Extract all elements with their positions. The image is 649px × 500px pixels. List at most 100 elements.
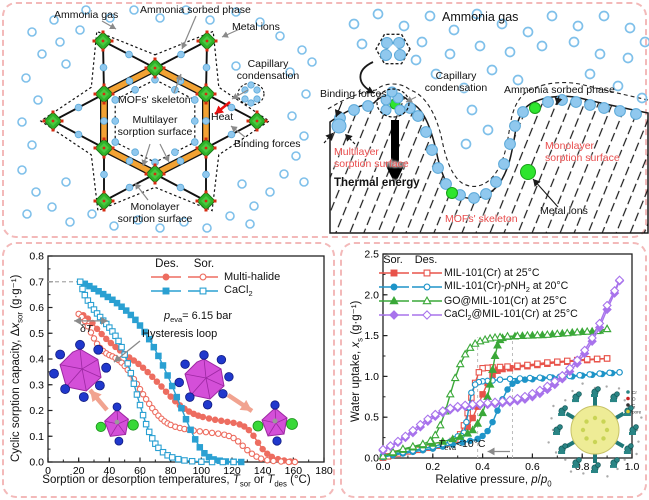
x-axis-title-right-chart: Relative pressure, p/p0 bbox=[435, 474, 552, 489]
legend-header-des: Des. bbox=[414, 254, 438, 266]
label-multilayer-left: Multilayer sorption surface bbox=[117, 114, 193, 139]
legend-sample bbox=[150, 271, 184, 283]
mechanism-diagram-svg bbox=[17, 5, 649, 234]
legend-header-sor: Sor. bbox=[383, 254, 403, 266]
legend-sample bbox=[411, 295, 442, 307]
label-skeleton-right: MOFs' skeleton bbox=[445, 213, 518, 225]
legend-sample bbox=[150, 285, 184, 297]
thermal-energy-arrow bbox=[384, 120, 406, 184]
metal-ion-node bbox=[93, 190, 115, 212]
legend-right-chart: Sor. Des. MIL-101(Cr) at 25°C MIL-101(Cr… bbox=[378, 254, 578, 322]
metal-ion-node bbox=[144, 57, 166, 79]
legend-label-go-mil101: GO@MIL-101(Cr) at 25°C bbox=[444, 295, 567, 308]
legend-sample bbox=[187, 285, 221, 297]
svg-text:0.0: 0.0 bbox=[376, 461, 391, 473]
metal-ion-dot bbox=[446, 187, 458, 199]
metal-ion-dot bbox=[529, 102, 541, 114]
legend-sample bbox=[378, 295, 409, 307]
svg-text:0.2: 0.2 bbox=[29, 405, 44, 417]
legend-label-multi-halide: Multi-halide bbox=[224, 271, 281, 283]
label-metal-ions-left: Metal ions bbox=[232, 21, 280, 33]
label-capillary-right: Capillary condensation bbox=[424, 70, 488, 95]
svg-text:O: O bbox=[632, 397, 636, 402]
legend-sample bbox=[378, 281, 409, 293]
label-ammonia-gas-left: Ammonia gas bbox=[54, 9, 119, 21]
legend-label-cacl2-mil101: CaCl2@MIL-101(Cr) at 25°C bbox=[444, 308, 578, 323]
legend-label-mil101-pnh2: MIL-101(Cr)-pNH2 at 20°C bbox=[444, 280, 569, 295]
metal-ion-dot bbox=[520, 164, 536, 180]
svg-text:0.3: 0.3 bbox=[29, 379, 44, 391]
svg-text:0.8: 0.8 bbox=[575, 461, 590, 473]
svg-text:Cr: Cr bbox=[632, 390, 637, 395]
label-sorbed-phase-right: Ammonia sorbed phase bbox=[504, 84, 615, 96]
svg-text:0.5: 0.5 bbox=[29, 328, 44, 340]
x-axis-title-left-chart: Sorption or desorption temperatures, Tso… bbox=[42, 474, 311, 489]
svg-text:0.1: 0.1 bbox=[29, 431, 44, 443]
label-monolayer-right: Monolayer sorption surface bbox=[545, 140, 620, 165]
molecule-halide bbox=[252, 400, 298, 446]
y-axis-title-right-chart: Water uptake, xs (g·g⁻¹) bbox=[350, 300, 365, 422]
legend-sample bbox=[187, 271, 221, 283]
metal-ion-node bbox=[93, 137, 115, 159]
svg-text:0.0: 0.0 bbox=[29, 457, 44, 469]
svg-text:0.6: 0.6 bbox=[29, 302, 44, 314]
svg-text:0.8: 0.8 bbox=[29, 251, 44, 263]
metal-ion-node bbox=[92, 30, 114, 52]
legend-sample bbox=[411, 309, 442, 321]
legend-header-sor: Sor. bbox=[193, 258, 215, 270]
mechanism-labels: Ammonia gas Ammonia sorbed phase Metal i… bbox=[2, 2, 649, 242]
label-ammonia-gas-right: Ammonia gas bbox=[442, 10, 519, 24]
svg-text:0.0: 0.0 bbox=[364, 453, 379, 465]
metal-ion-node bbox=[42, 110, 64, 132]
metal-ion-node bbox=[144, 163, 166, 185]
note-peva: peva= 6.15 bar bbox=[164, 310, 233, 325]
sorption-capacity-chart-panel: 0 20 40 60 80 100 120 140 160 180 0.0 0.1 0.2 0.3 0.4 0… bbox=[2, 242, 335, 498]
svg-text:C: C bbox=[632, 403, 636, 408]
label-metal-ions-right: Metal ions bbox=[540, 205, 588, 217]
svg-text:0.4: 0.4 bbox=[475, 461, 490, 473]
metal-ion-node bbox=[195, 83, 217, 105]
annotation-delta-t: δT bbox=[80, 323, 93, 335]
label-sorbed-phase-left: Ammonia sorbed phase bbox=[140, 4, 251, 16]
mechanism-panel: Ammonia gas Ammonia sorbed phase Metal i… bbox=[2, 2, 649, 238]
svg-text:0.4: 0.4 bbox=[29, 354, 44, 366]
legend-sample bbox=[378, 309, 409, 321]
svg-text:2.5: 2.5 bbox=[364, 249, 379, 261]
svg-text:1.0: 1.0 bbox=[364, 371, 379, 383]
label-skeleton-left: MOFs' skeleton bbox=[118, 94, 191, 106]
y-axis-title-left-chart: Cyclic sorption capacity, Δxsor (g·g⁻¹) bbox=[10, 274, 25, 462]
molecule-multi-ligand bbox=[174, 350, 234, 410]
svg-text:0.7: 0.7 bbox=[29, 276, 44, 288]
label-heat: Heat bbox=[211, 111, 234, 123]
svg-text:0.2: 0.2 bbox=[425, 461, 440, 473]
legend-sample bbox=[411, 267, 442, 279]
legend-label-cacl2: CaCl2 bbox=[224, 284, 253, 299]
legend-left-chart: Des. Sor. Multi-halide CaCl2 bbox=[150, 258, 280, 298]
label-binding-left: Binding forces bbox=[234, 138, 301, 150]
svg-text:1.0: 1.0 bbox=[625, 461, 640, 473]
label-monolayer-left: Monolayer sorption surface bbox=[117, 201, 193, 226]
svg-text:pore: pore bbox=[632, 410, 642, 415]
label-thermal-energy: Thermal energy bbox=[334, 177, 420, 189]
metal-ion-node bbox=[195, 137, 217, 159]
metal-ion-node bbox=[195, 190, 217, 212]
metal-ion-node bbox=[246, 110, 268, 132]
annotation-teva: Teva<10°C bbox=[438, 438, 486, 453]
legend-sample bbox=[411, 281, 442, 293]
metal-ion-node bbox=[93, 83, 115, 105]
mof-cage-inset bbox=[547, 382, 643, 478]
annotation-hysteresis: Hysteresis loop bbox=[142, 328, 218, 340]
legend-sample bbox=[378, 267, 409, 279]
legend-header-des: Des. bbox=[155, 258, 179, 270]
svg-text:0.5: 0.5 bbox=[364, 412, 379, 424]
svg-text:0.6: 0.6 bbox=[525, 461, 540, 473]
metal-ion-node bbox=[196, 30, 218, 52]
legend-label-mil101: MIL-101(Cr) at 25°C bbox=[444, 267, 540, 279]
label-multilayer-right: Multilayer sorption surface bbox=[334, 146, 409, 171]
metal-ion-dot bbox=[389, 98, 401, 110]
molecule-halide bbox=[95, 402, 139, 446]
label-capillary-left: Capillary condensation bbox=[236, 58, 300, 83]
svg-text:2.0: 2.0 bbox=[364, 289, 379, 301]
